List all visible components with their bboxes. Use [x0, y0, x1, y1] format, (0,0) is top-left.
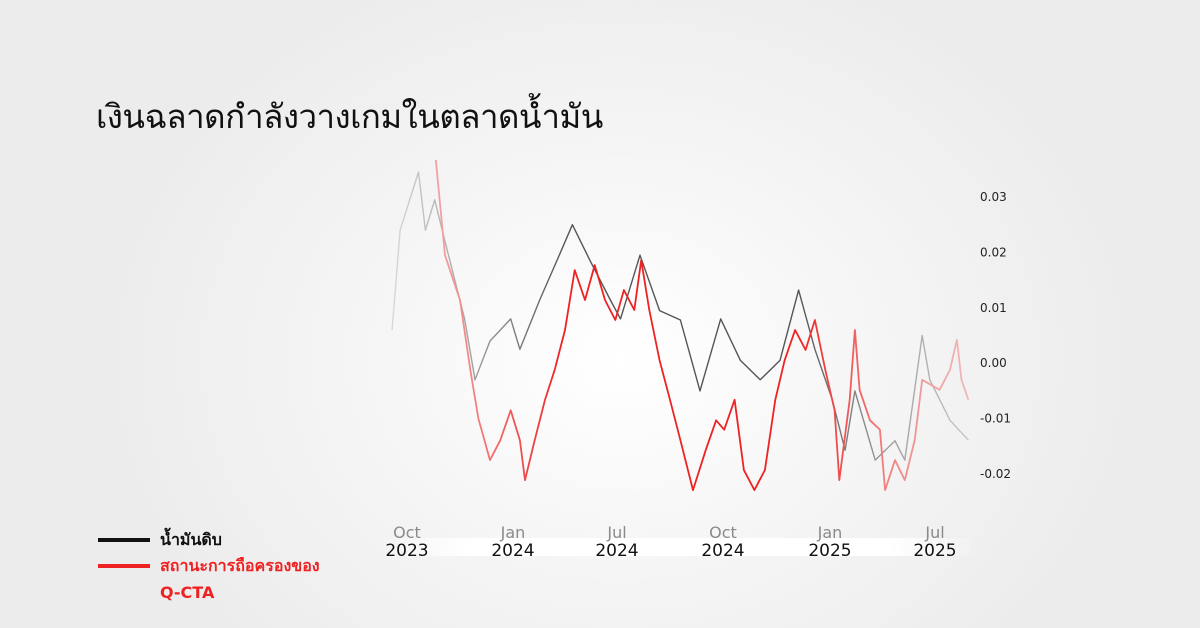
legend-swatch-cta	[98, 564, 150, 568]
y-tick-label: -0.01	[980, 412, 1011, 426]
legend-item-cta: สถานะการถือครองของ	[98, 553, 320, 579]
x-tick-month: Oct	[709, 523, 737, 542]
y-tick-label: 0.00	[980, 356, 1007, 370]
legend-label-cta: สถานะการถือครองของ	[160, 555, 320, 575]
y-tick-label: 0.03	[980, 190, 1007, 204]
series-line-crude-oil	[391, 171, 969, 461]
x-tick-month: Jul	[925, 523, 945, 542]
x-tick-year: 2023	[385, 541, 429, 561]
x-tick-month: Oct	[393, 523, 421, 542]
x-tick-month: Jan	[500, 523, 526, 542]
y-tick-label: 0.02	[980, 245, 1007, 259]
x-tick-label: Jan 2025	[790, 523, 870, 561]
x-tick-month: Jul	[607, 523, 627, 542]
x-tick-label: Oct 2024	[683, 523, 763, 561]
y-tick-label: -0.02	[980, 467, 1011, 481]
x-tick-year: 2025	[913, 541, 957, 561]
x-tick-year: 2024	[491, 541, 535, 561]
x-tick-label: Oct 2023	[367, 523, 447, 561]
x-tick-year: 2025	[808, 541, 852, 561]
legend-swatch-crude	[98, 538, 150, 542]
legend-label-cta-line2: Q-CTA	[160, 582, 215, 602]
legend-item-crude: น้ำมันดิบ	[98, 527, 320, 553]
x-tick-label: Jan 2024	[473, 523, 553, 561]
x-tick-label: Jul 2025	[895, 523, 975, 561]
x-tick-year: 2024	[595, 541, 639, 561]
x-tick-month: Jan	[817, 523, 843, 542]
x-tick-year: 2024	[701, 541, 745, 561]
legend-label-crude: น้ำมันดิบ	[160, 529, 222, 549]
legend: น้ำมันดิบ สถานะการถือครองของ Q-CTA	[98, 527, 320, 605]
x-axis-band	[380, 538, 980, 556]
x-tick-label: Jul 2024	[577, 523, 657, 561]
series-line-q-cta	[434, 159, 970, 491]
chart-title: เงินฉลาดกำลังวางเกมในตลาดน้ำมัน	[96, 97, 603, 136]
y-tick-label: 0.01	[980, 301, 1007, 315]
